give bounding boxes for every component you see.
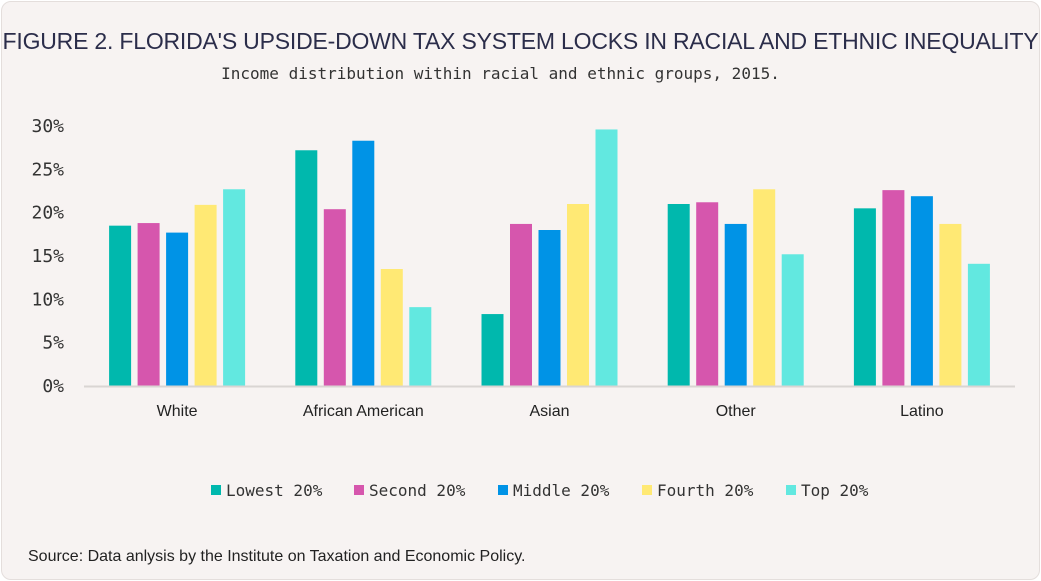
bar-white-1 (137, 223, 160, 386)
bar-asian-2 (538, 230, 561, 386)
legend-swatch (498, 485, 508, 495)
y-tick-label: 20% (31, 203, 64, 224)
legend-swatch (211, 485, 221, 495)
bar-latino-2 (910, 196, 933, 386)
legend-swatch (786, 485, 796, 495)
x-category-label: White (157, 403, 198, 420)
bar-latino-1 (882, 190, 905, 386)
chart-subtitle: Income distribution within racial and et… (221, 64, 780, 83)
bar-white-4 (223, 189, 246, 386)
bar-asian-4 (595, 129, 618, 386)
bar-african-american-2 (352, 140, 375, 386)
bar-other-1 (696, 202, 719, 386)
bar-other-4 (781, 254, 804, 386)
bar-latino-0 (853, 208, 876, 386)
bar-other-0 (667, 204, 690, 386)
legend-label: Middle 20% (513, 481, 610, 500)
legend-label: Fourth 20% (657, 481, 754, 500)
y-tick-label: 25% (31, 159, 64, 180)
bar-white-0 (109, 225, 132, 386)
y-tick-label: 0% (42, 376, 64, 397)
legend-swatch (642, 485, 652, 495)
y-tick-label: 5% (42, 333, 64, 354)
bar-other-2 (724, 223, 747, 386)
bar-white-2 (166, 232, 189, 386)
chart-title: FIGURE 2. FLORIDA'S UPSIDE-DOWN TAX SYST… (2, 28, 1039, 54)
bar-latino-3 (939, 223, 962, 386)
legend-label: Top 20% (801, 481, 869, 500)
x-category-label: Other (716, 403, 757, 420)
legend-label: Second 20% (369, 481, 466, 500)
bar-asian-3 (567, 204, 589, 386)
bar-african-american-0 (295, 150, 318, 386)
bar-african-american-3 (380, 269, 403, 386)
bar-asian-1 (510, 223, 532, 386)
legend-swatch (354, 485, 364, 495)
bar-african-american-4 (409, 307, 432, 386)
bar-latino-4 (967, 263, 990, 386)
y-tick-label: 30% (31, 116, 64, 137)
bar-african-american-1 (323, 209, 346, 386)
x-category-label: Asian (529, 403, 569, 420)
source-note: Source: Data anlysis by the Institute on… (28, 548, 526, 565)
x-category-label: African American (303, 403, 424, 420)
bar-white-3 (194, 204, 217, 386)
bar-other-3 (753, 189, 776, 386)
bar-asian-0 (481, 314, 504, 386)
x-category-label: Latino (900, 403, 944, 420)
y-tick-label: 15% (31, 246, 64, 267)
legend-label: Lowest 20% (226, 481, 323, 500)
y-tick-label: 10% (31, 289, 64, 310)
